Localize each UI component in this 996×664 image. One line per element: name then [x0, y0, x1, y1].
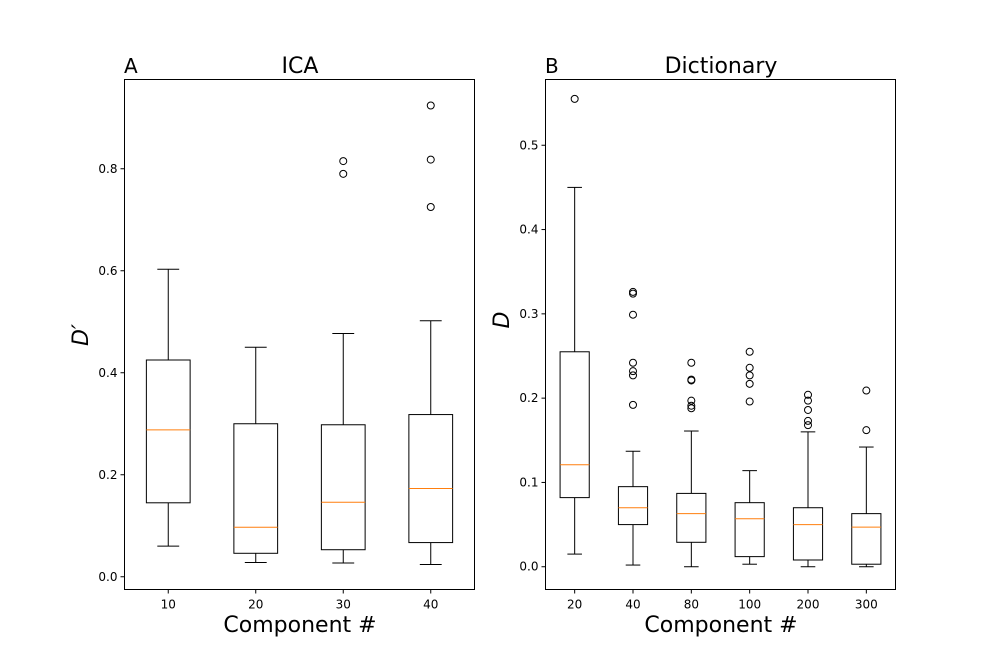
y-axis-label-a: D′ [69, 324, 94, 346]
flier-point [629, 358, 637, 367]
x-tick-label: 40 [423, 598, 438, 612]
flier-point [629, 287, 637, 296]
box [145, 359, 191, 504]
y-tick-label: 0.2 [519, 391, 538, 405]
panel-letter-a: A [124, 54, 138, 78]
flier-point [862, 386, 871, 395]
flier-point [745, 347, 754, 356]
box [408, 414, 454, 544]
x-tick-label: 100 [738, 598, 761, 612]
x-tick-label: 80 [684, 598, 699, 612]
flier-point [629, 289, 637, 298]
flier-point [745, 363, 754, 372]
boxes-a [145, 101, 454, 566]
boxes-b [559, 94, 882, 568]
flier-point [804, 421, 812, 430]
panel-a: A ICA 0.0 0.2 0.4 0.6 0.8 10 20 30 40 Component… [69, 54, 475, 638]
flier-point [745, 371, 754, 380]
y-ticks-a: 0.0 0.2 0.4 0.6 0.8 [98, 162, 125, 584]
y-tick-label: 0.0 [98, 570, 117, 584]
panel-b: B Dictionary 0.0 0.1 0.2 0.3 0.4 0.5 20 40 80 10… [490, 54, 896, 638]
x-tick-label: 20 [248, 598, 263, 612]
x-axis-label-a: Component # [223, 613, 376, 638]
flier-point [745, 379, 754, 388]
x-tick-label: 30 [336, 598, 351, 612]
box [559, 351, 590, 499]
y-tick-label: 0.3 [519, 307, 538, 321]
box [792, 507, 824, 561]
flier-point [687, 401, 696, 410]
flier-point [687, 404, 696, 413]
flier-point [804, 405, 812, 414]
y-tick-label: 0.2 [98, 468, 117, 482]
flier-point [629, 371, 637, 380]
flier-point [804, 390, 812, 399]
flier-point [687, 358, 696, 367]
box [851, 513, 882, 565]
y-tick-label: 0.1 [519, 475, 538, 489]
x-axis-label-b: Component # [644, 613, 797, 638]
box [617, 486, 649, 526]
y-tick-label: 0.4 [519, 223, 538, 237]
flier-point [339, 157, 348, 166]
flier-point [339, 169, 348, 178]
flier-point [687, 396, 696, 405]
y-tick-label: 0.5 [519, 138, 538, 152]
y-tick-label: 0.4 [98, 366, 117, 380]
chart-title-ica: ICA [282, 54, 319, 79]
y-tick-label: 0.6 [98, 264, 117, 278]
x-ticks-a: 10 20 30 40 [161, 589, 438, 612]
y-tick-label: 0.8 [98, 162, 117, 176]
x-ticks-b: 20 40 80 100 200 300 [567, 589, 878, 612]
box [320, 424, 366, 551]
box [734, 502, 765, 558]
flier-point [804, 396, 812, 405]
box [233, 423, 279, 554]
flier-point [862, 426, 871, 435]
x-tick-label: 10 [161, 598, 176, 612]
x-tick-label: 40 [625, 598, 640, 612]
flier-point [426, 101, 435, 110]
flier-point [629, 367, 637, 376]
x-tick-label: 200 [797, 598, 820, 612]
flier-point [426, 203, 435, 211]
flier-point [426, 155, 435, 164]
box [676, 492, 707, 543]
flier-point [629, 400, 637, 409]
chart-title-dictionary: Dictionary [665, 54, 778, 79]
flier-point [687, 375, 696, 384]
panel-letter-b: B [545, 54, 559, 78]
flier-point [745, 397, 754, 406]
y-ticks-b: 0.0 0.1 0.2 0.3 0.4 0.5 [519, 138, 546, 574]
plot-frame-b [545, 79, 896, 590]
y-axis-label-b: D [490, 312, 515, 329]
flier-point [804, 416, 812, 425]
flier-point [570, 94, 579, 103]
flier-point [629, 310, 637, 319]
x-tick-label: 300 [855, 598, 878, 612]
y-tick-label: 0.0 [519, 560, 538, 574]
plot-frame-a [124, 79, 475, 590]
x-tick-label: 20 [567, 598, 582, 612]
